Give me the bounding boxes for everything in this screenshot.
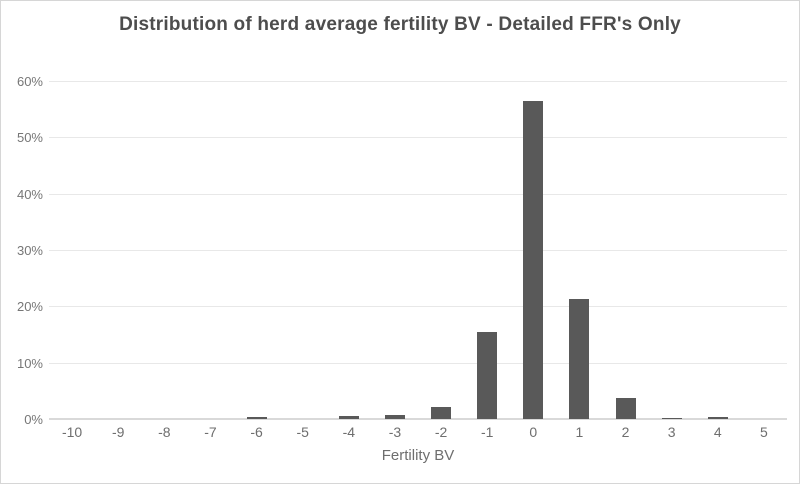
y-tick-label-20%: 20% xyxy=(16,299,43,315)
bar--4[interactable] xyxy=(338,416,359,419)
x-tick-label--3: -3 xyxy=(388,424,402,440)
y-tick-label-10%: 10% xyxy=(16,355,43,371)
chart-title: Distribution of herd average fertility B… xyxy=(119,14,681,35)
bar--1[interactable] xyxy=(477,331,498,419)
x-tick-label-1: 1 xyxy=(575,424,584,440)
x-tick-label--9: -9 xyxy=(111,424,125,440)
gridline-50% xyxy=(49,137,787,139)
gridline-30% xyxy=(49,250,787,251)
x-tick-label--7: -7 xyxy=(204,424,217,440)
y-tick-label-0%: 0% xyxy=(24,412,43,427)
x-tick-label-4: 4 xyxy=(713,424,722,440)
bar-3[interactable] xyxy=(661,417,682,419)
x-tick-label-5: 5 xyxy=(760,424,768,440)
x-tick-label--5: -5 xyxy=(296,424,309,440)
x-tick-label--6: -6 xyxy=(250,424,263,440)
plot-area xyxy=(49,81,787,420)
gridline-20% xyxy=(49,306,787,308)
gridline-10% xyxy=(49,362,787,364)
x-tick-label-2: 2 xyxy=(621,424,630,440)
y-tick-label-40%: 40% xyxy=(16,186,43,202)
bar-0[interactable] xyxy=(523,100,544,419)
gridline-40% xyxy=(49,193,787,195)
y-tick-label-60%: 60% xyxy=(16,74,43,89)
gridline-60% xyxy=(49,81,787,82)
y-tick-label-50%: 50% xyxy=(16,130,43,146)
bar-4[interactable] xyxy=(707,416,728,419)
x-tick-label--8: -8 xyxy=(158,424,171,440)
x-tick-label--4: -4 xyxy=(342,424,356,440)
gridline-0% xyxy=(49,418,787,420)
bar-2[interactable] xyxy=(615,397,636,419)
x-tick-label-0: 0 xyxy=(529,424,538,440)
bar--6[interactable] xyxy=(246,417,267,419)
x-tick-label--2: -2 xyxy=(434,424,448,440)
x-axis-title: Fertility BV xyxy=(381,447,455,464)
y-tick-label-30%: 30% xyxy=(16,243,43,258)
bar--2[interactable] xyxy=(431,407,452,419)
x-tick-label-3: 3 xyxy=(667,424,676,440)
bar-1[interactable] xyxy=(569,299,590,419)
x-tick-label--1: -1 xyxy=(480,424,494,440)
x-tick-label--10: -10 xyxy=(61,424,83,440)
bar--3[interactable] xyxy=(384,415,405,419)
